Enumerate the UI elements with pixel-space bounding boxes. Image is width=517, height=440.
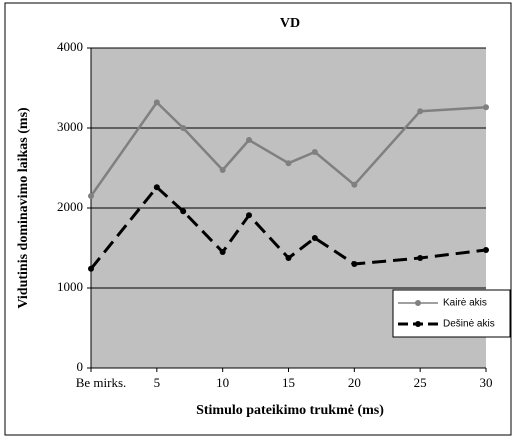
data-point: [483, 247, 489, 253]
data-point: [351, 261, 358, 267]
data-point: [180, 125, 187, 131]
data-point: [483, 104, 489, 111]
data-point: [219, 167, 226, 173]
data-point: [88, 193, 94, 199]
data-point: [417, 108, 424, 115]
legend-marker: [415, 321, 421, 327]
x-tick-label: Be mirks.: [76, 375, 127, 390]
data-point: [311, 149, 318, 155]
data-point: [88, 265, 94, 272]
data-point: [246, 137, 252, 143]
legend-label: Dešinė akis: [443, 319, 495, 330]
x-tick-label: 20: [348, 375, 361, 390]
data-point: [153, 184, 160, 191]
y-tick-label: 3000: [57, 119, 83, 134]
x-tick-label: 5: [154, 375, 161, 390]
series-line: [89, 101, 487, 197]
y-tick-label: 1000: [57, 279, 83, 294]
data-point: [219, 249, 226, 255]
x-tick-label: 30: [480, 375, 493, 390]
legend-label: Kairė akis: [443, 298, 487, 309]
y-tick-label: 4000: [57, 39, 83, 54]
data-point: [311, 235, 318, 241]
data-point: [417, 255, 424, 261]
data-point: [285, 160, 292, 167]
y-tick-label: 2000: [57, 199, 83, 214]
chart-title: VD: [280, 16, 300, 31]
x-tick-label: 15: [282, 375, 295, 390]
data-point: [180, 208, 187, 215]
data-point: [285, 255, 292, 261]
data-point: [246, 212, 252, 219]
x-tick-label: 10: [216, 375, 229, 390]
x-tick-label: 25: [414, 375, 427, 390]
y-tick-label: 0: [77, 359, 84, 374]
legend-marker: [415, 300, 421, 306]
y-axis-title: Vidutinis dominavimo laikas (ms): [16, 107, 31, 309]
data-point: [153, 99, 160, 106]
x-axis-title: Stimulo pateikimo trukmė (ms): [196, 403, 384, 418]
legend-box: [392, 289, 511, 338]
data-point: [351, 181, 358, 188]
